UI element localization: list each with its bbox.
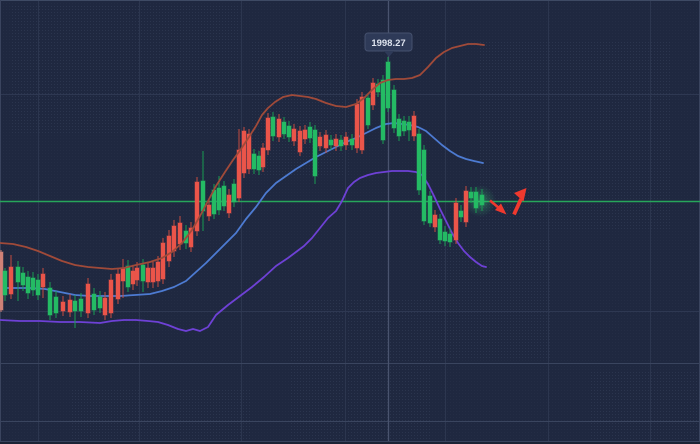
- svg-text:1998.27: 1998.27: [371, 38, 405, 49]
